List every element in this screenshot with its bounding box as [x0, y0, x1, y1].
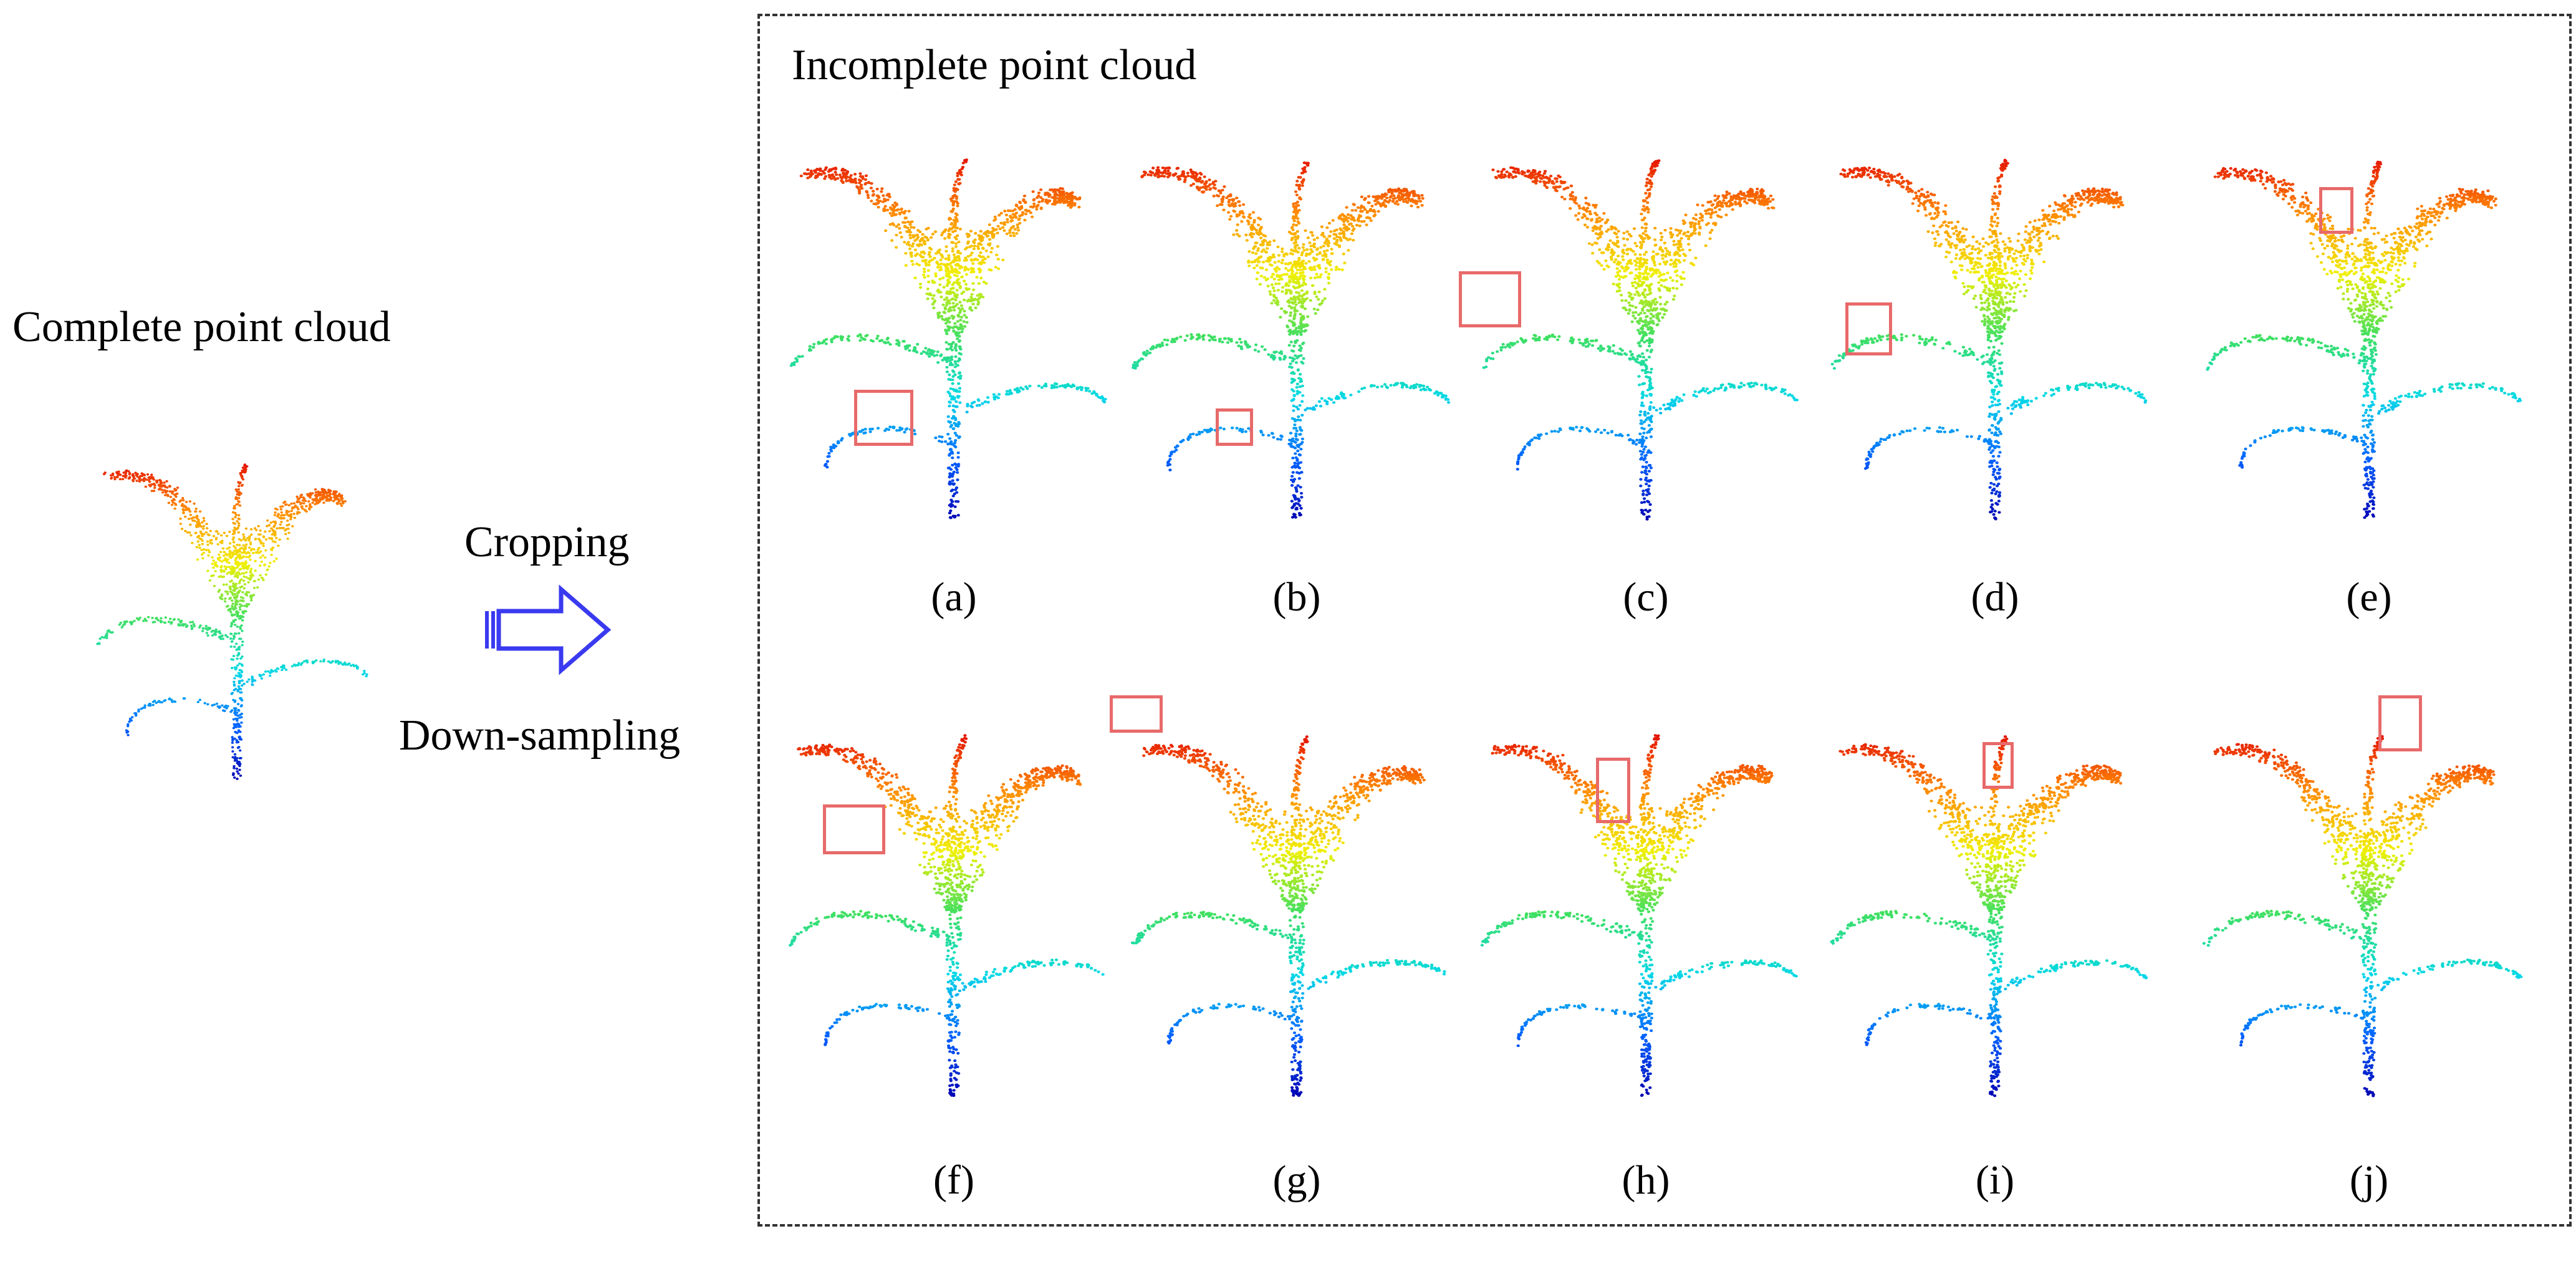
panel-label: (h) — [1622, 1157, 1670, 1203]
panel-label: (b) — [1272, 574, 1321, 620]
crop-highlight-box — [1110, 695, 1163, 733]
panel-label: (a) — [931, 574, 977, 620]
crop-highlight-box — [2378, 695, 2422, 751]
incomplete-point-cloud — [1471, 122, 1820, 527]
panel-label: (j) — [2349, 1157, 2389, 1203]
complete-cloud-title: Complete point cloud — [12, 303, 391, 351]
down-sampling-label: Down-sampling — [399, 712, 681, 760]
cropping-label: Cropping — [464, 518, 630, 566]
complete-point-cloud — [87, 430, 387, 786]
crop-highlight-box — [854, 390, 913, 446]
incomplete-point-cloud — [1471, 698, 1820, 1104]
crop-highlight-box — [1596, 758, 1630, 823]
crop-highlight-box — [2319, 187, 2353, 234]
incomplete-cloud-frame — [757, 14, 2572, 1227]
crop-highlight-box — [823, 804, 885, 854]
panel-label: (g) — [1272, 1157, 1321, 1203]
incomplete-point-cloud — [1122, 122, 1471, 527]
incomplete-point-cloud — [1122, 698, 1471, 1104]
crop-highlight-box — [1845, 302, 1892, 355]
crop-highlight-box — [1459, 271, 1521, 327]
crop-highlight-box — [1216, 408, 1253, 446]
incomplete-point-cloud — [1820, 122, 2170, 527]
panel-label: (d) — [1971, 574, 2019, 620]
right-arrow-icon — [480, 583, 614, 677]
panel-label: (i) — [1975, 1157, 2015, 1203]
incomplete-point-cloud — [1820, 698, 2170, 1104]
crop-highlight-box — [1982, 742, 2014, 789]
incomplete-point-cloud — [2194, 122, 2544, 527]
incomplete-cloud-title: Incomplete point cloud — [792, 41, 1197, 89]
panel-label: (c) — [1623, 574, 1669, 620]
incomplete-point-cloud — [2194, 698, 2544, 1104]
panel-label: (e) — [2346, 574, 2392, 620]
incomplete-point-cloud — [779, 122, 1128, 527]
panel-label: (f) — [933, 1157, 974, 1203]
incomplete-point-cloud — [779, 698, 1128, 1104]
